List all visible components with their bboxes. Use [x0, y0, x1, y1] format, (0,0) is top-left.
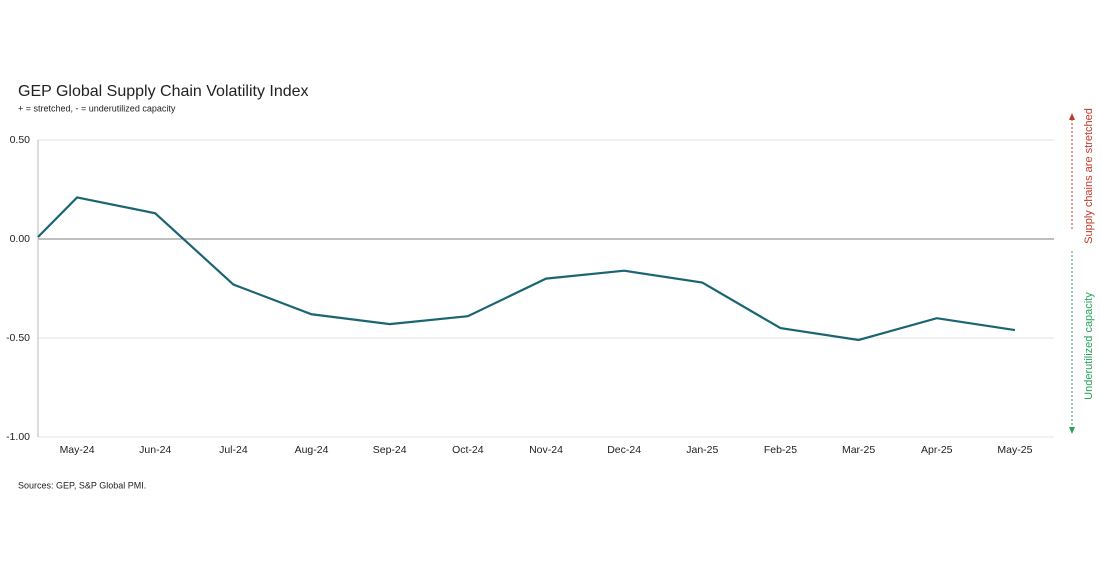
- arrow-down-head: [1069, 427, 1075, 434]
- x-tick-label: May-24: [60, 444, 95, 456]
- y-tick-label: 0.50: [10, 134, 31, 146]
- chart-title: GEP Global Supply Chain Volatility Index: [18, 83, 309, 100]
- x-tick-label: Dec-24: [607, 444, 641, 456]
- x-tick-label: Jun-24: [139, 444, 171, 456]
- annotation-stretched: Supply chains are stretched: [1083, 108, 1095, 244]
- x-tick-label: Mar-25: [842, 444, 875, 456]
- x-tick-label: Nov-24: [529, 444, 563, 456]
- data-line: [37, 196, 1016, 342]
- arrow-up-head: [1069, 113, 1075, 120]
- annotation-underutilized: Underutilized capacity: [1083, 292, 1095, 400]
- x-tick-label: Oct-24: [452, 444, 484, 456]
- y-tick-label: 0.00: [10, 233, 31, 245]
- x-tick-label: Apr-25: [921, 444, 953, 456]
- chart-subtitle: + = stretched, - = underutilized capacit…: [18, 103, 176, 113]
- source-note: Sources: GEP, S&P Global PMI.: [18, 480, 146, 490]
- x-tick-label: Sep-24: [373, 444, 407, 456]
- x-tick-label: Jul-24: [219, 444, 248, 456]
- x-tick-label: Aug-24: [295, 444, 329, 456]
- y-tick-label: -0.50: [6, 332, 30, 344]
- x-tick-label: Jan-25: [686, 444, 718, 456]
- y-tick-label: -1.00: [6, 431, 30, 443]
- x-tick-label: Feb-25: [764, 444, 797, 456]
- x-tick-label: May-25: [997, 444, 1032, 456]
